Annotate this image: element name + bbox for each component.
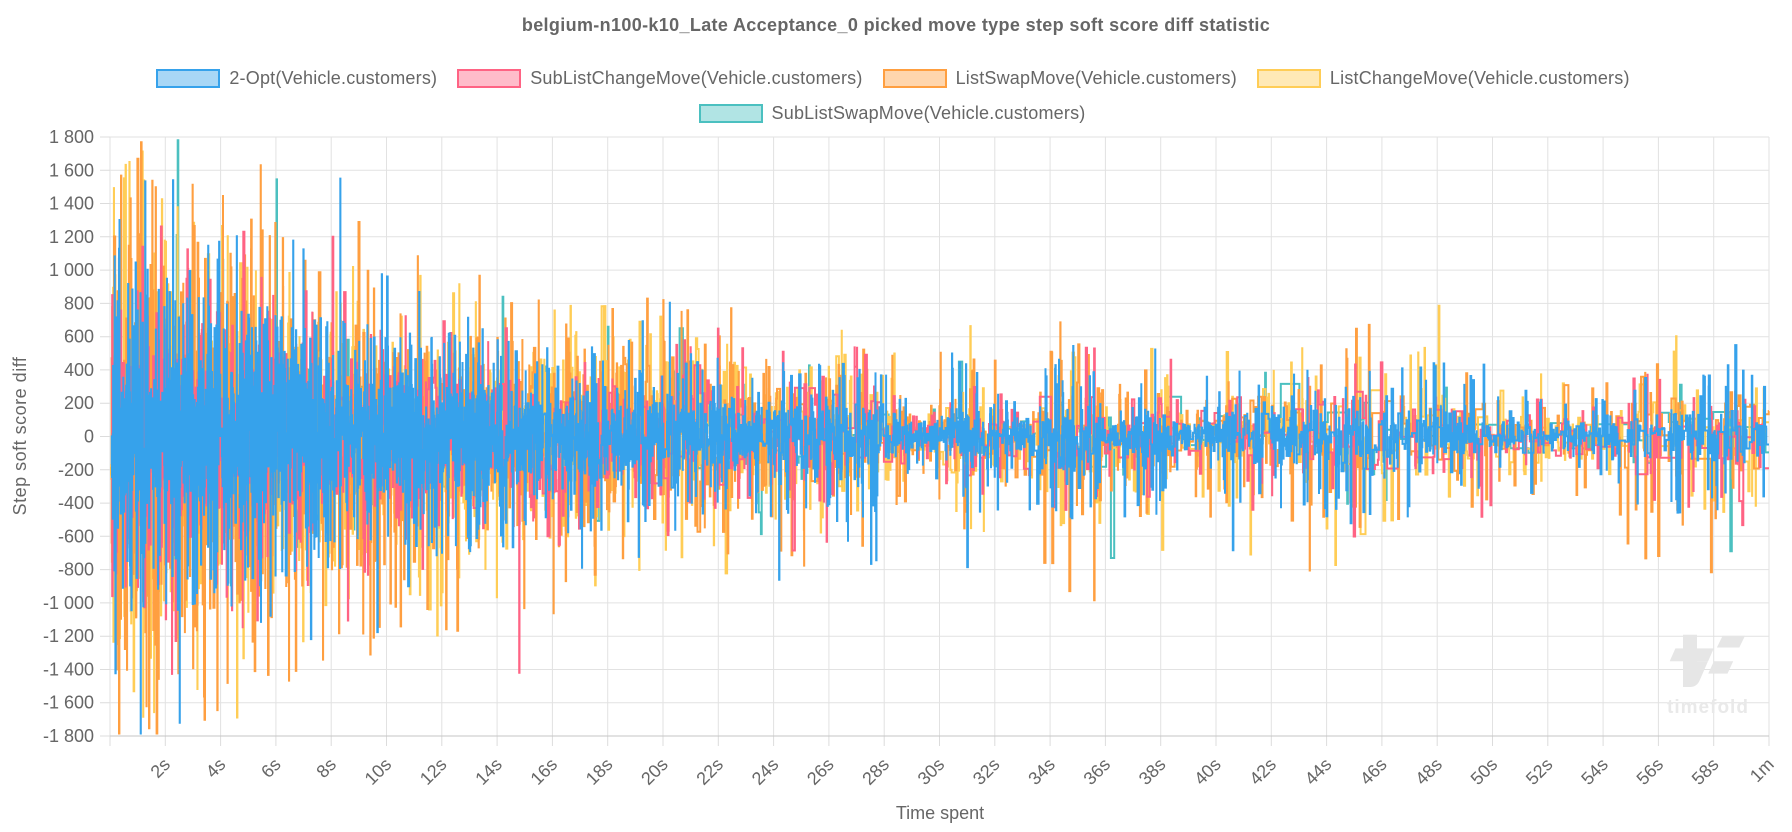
svg-text:6s: 6s [257,754,285,782]
svg-text:-1 200: -1 200 [43,626,94,646]
svg-text:timefold: timefold [1667,697,1749,718]
svg-text:36s: 36s [1080,754,1115,789]
svg-text:14s: 14s [471,754,506,789]
svg-text:800: 800 [64,293,94,313]
svg-text:22s: 22s [692,754,727,789]
svg-text:30s: 30s [914,754,949,789]
svg-text:18s: 18s [582,754,617,789]
svg-text:600: 600 [64,327,94,347]
svg-text:34s: 34s [1024,754,1059,789]
svg-text:32s: 32s [969,754,1004,789]
svg-text:1 000: 1 000 [49,260,94,280]
svg-text:16s: 16s [527,754,562,789]
svg-text:Step soft score diff: Step soft score diff [10,356,30,515]
svg-text:-400: -400 [58,493,94,513]
svg-text:26s: 26s [803,754,838,789]
svg-text:1 400: 1 400 [49,194,94,214]
svg-text:48s: 48s [1411,754,1446,789]
svg-text:-1 000: -1 000 [43,593,94,613]
svg-text:1 600: 1 600 [49,160,94,180]
svg-text:-1 400: -1 400 [43,660,94,680]
svg-text:24s: 24s [748,754,783,789]
svg-text:-600: -600 [58,526,94,546]
svg-text:1 800: 1 800 [49,127,94,147]
svg-text:10s: 10s [361,754,396,789]
svg-text:54s: 54s [1577,754,1612,789]
svg-text:-200: -200 [58,460,94,480]
svg-text:12s: 12s [416,754,451,789]
svg-text:1 200: 1 200 [49,227,94,247]
svg-text:8s: 8s [312,754,340,782]
svg-text:-1 800: -1 800 [43,726,94,746]
svg-text:1m: 1m [1746,754,1778,786]
svg-text:4s: 4s [202,754,230,782]
svg-text:56s: 56s [1633,754,1668,789]
svg-text:20s: 20s [637,754,672,789]
svg-text:-800: -800 [58,560,94,580]
svg-text:42s: 42s [1245,754,1280,789]
svg-text:Time spent: Time spent [896,803,984,823]
svg-text:2s: 2s [147,754,175,782]
svg-text:50s: 50s [1467,754,1502,789]
svg-text:44s: 44s [1301,754,1336,789]
svg-text:46s: 46s [1356,754,1391,789]
svg-text:0: 0 [84,427,94,447]
svg-text:52s: 52s [1522,754,1557,789]
svg-text:200: 200 [64,393,94,413]
svg-text:-1 600: -1 600 [43,693,94,713]
svg-text:38s: 38s [1135,754,1170,789]
svg-text:40s: 40s [1190,754,1225,789]
svg-text:58s: 58s [1688,754,1723,789]
svg-text:28s: 28s [858,754,893,789]
svg-text:400: 400 [64,360,94,380]
